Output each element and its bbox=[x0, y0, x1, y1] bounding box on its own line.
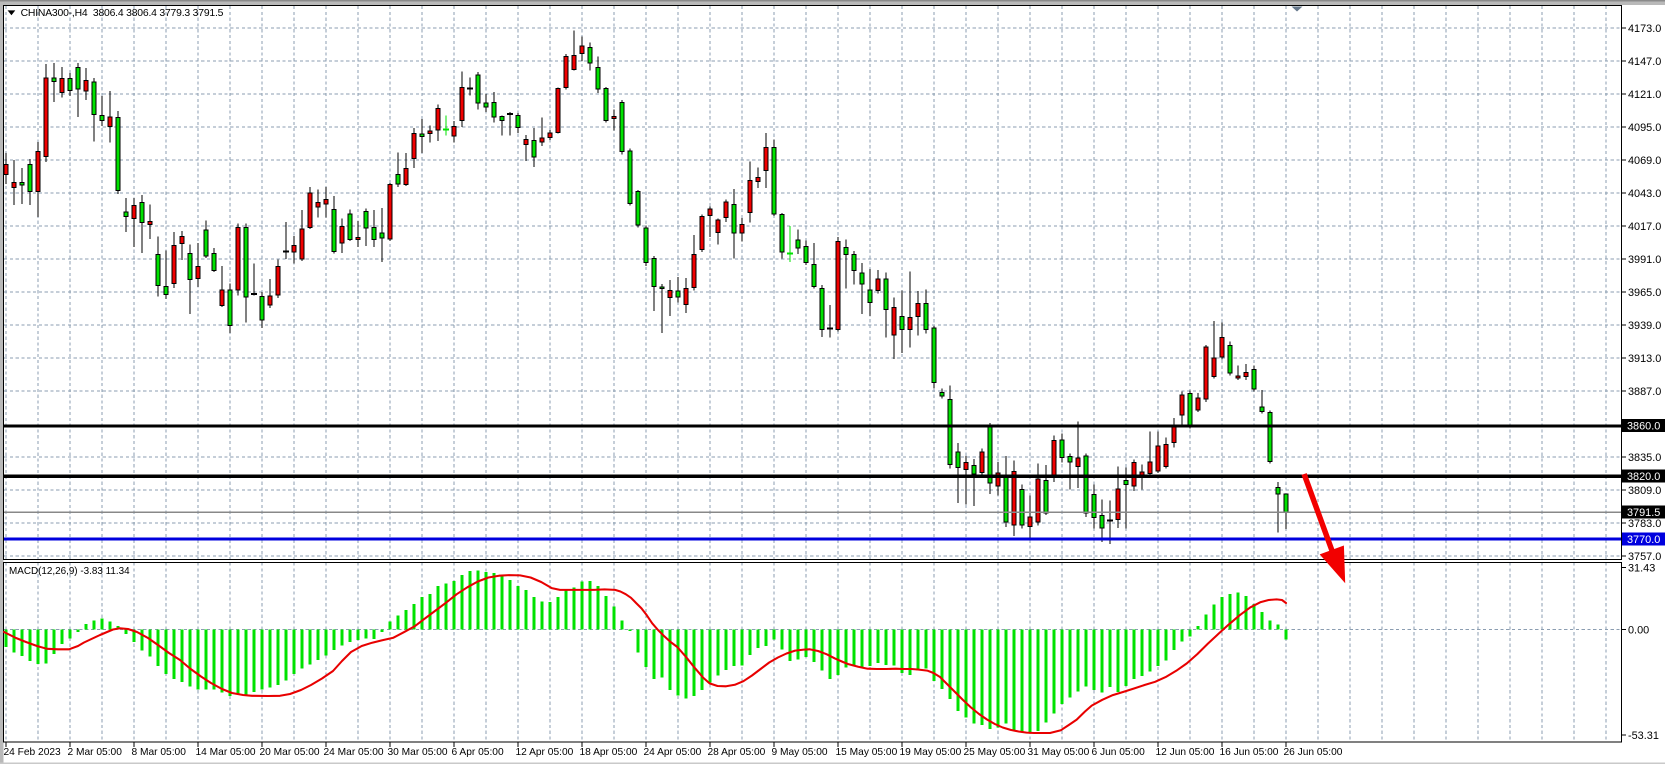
svg-text:3791.5: 3791.5 bbox=[1627, 507, 1660, 519]
svg-text:3991.0: 3991.0 bbox=[1628, 254, 1661, 266]
svg-text:14 Mar 05:00: 14 Mar 05:00 bbox=[196, 747, 256, 758]
svg-text:6 Apr 05:00: 6 Apr 05:00 bbox=[452, 747, 504, 758]
svg-text:15 May 05:00: 15 May 05:00 bbox=[836, 747, 898, 758]
svg-text:9 May 05:00: 9 May 05:00 bbox=[772, 747, 828, 758]
svg-text:19 May 05:00: 19 May 05:00 bbox=[900, 747, 962, 758]
svg-text:0.00: 0.00 bbox=[1628, 625, 1649, 637]
svg-text:24 Feb 2023: 24 Feb 2023 bbox=[4, 747, 62, 758]
svg-text:12 Apr 05:00: 12 Apr 05:00 bbox=[516, 747, 574, 758]
svg-text:3887.0: 3887.0 bbox=[1628, 386, 1661, 398]
svg-text:3820.0: 3820.0 bbox=[1627, 471, 1660, 483]
svg-text:4173.0: 4173.0 bbox=[1628, 23, 1661, 35]
svg-text:3809.0: 3809.0 bbox=[1628, 485, 1661, 497]
svg-text:18 Apr 05:00: 18 Apr 05:00 bbox=[580, 747, 638, 758]
svg-text:4121.0: 4121.0 bbox=[1628, 89, 1661, 101]
svg-text:3965.0: 3965.0 bbox=[1628, 287, 1661, 299]
svg-text:24 Apr 05:00: 24 Apr 05:00 bbox=[644, 747, 702, 758]
svg-text:6 Jun 05:00: 6 Jun 05:00 bbox=[1092, 747, 1146, 758]
svg-text:28 Apr 05:00: 28 Apr 05:00 bbox=[708, 747, 766, 758]
svg-text:4147.0: 4147.0 bbox=[1628, 56, 1661, 68]
svg-text:20 Mar 05:00: 20 Mar 05:00 bbox=[260, 747, 320, 758]
svg-text:25 May 05:00: 25 May 05:00 bbox=[964, 747, 1026, 758]
svg-text:4095.0: 4095.0 bbox=[1628, 122, 1661, 134]
svg-text:16 Jun 05:00: 16 Jun 05:00 bbox=[1220, 747, 1279, 758]
svg-text:3835.0: 3835.0 bbox=[1628, 452, 1661, 464]
svg-text:26 Jun 05:00: 26 Jun 05:00 bbox=[1284, 747, 1343, 758]
svg-text:12 Jun 05:00: 12 Jun 05:00 bbox=[1156, 747, 1215, 758]
svg-text:24 Mar 05:00: 24 Mar 05:00 bbox=[324, 747, 384, 758]
svg-text:3770.0: 3770.0 bbox=[1627, 534, 1660, 546]
svg-text:3757.0: 3757.0 bbox=[1628, 551, 1661, 563]
svg-text:3913.0: 3913.0 bbox=[1628, 353, 1661, 365]
svg-text:30 Mar 05:00: 30 Mar 05:00 bbox=[388, 747, 448, 758]
svg-text:2 Mar 05:00: 2 Mar 05:00 bbox=[68, 747, 123, 758]
svg-text:8 Mar 05:00: 8 Mar 05:00 bbox=[132, 747, 187, 758]
svg-text:4069.0: 4069.0 bbox=[1628, 155, 1661, 167]
svg-text:4043.0: 4043.0 bbox=[1628, 188, 1661, 200]
svg-text:CHINA300-,H4 3806.4 3806.4 37: CHINA300-,H4 3806.4 3806.4 3779.3 3791.5 bbox=[21, 8, 224, 19]
svg-text:3783.0: 3783.0 bbox=[1628, 518, 1661, 530]
svg-text:-53.31: -53.31 bbox=[1628, 730, 1659, 742]
svg-text:3860.0: 3860.0 bbox=[1627, 420, 1660, 432]
svg-text:31.43: 31.43 bbox=[1628, 562, 1655, 574]
svg-text:MACD(12,26,9) -3.83 11.34: MACD(12,26,9) -3.83 11.34 bbox=[9, 566, 130, 577]
svg-text:4017.0: 4017.0 bbox=[1628, 221, 1661, 233]
svg-text:31 May 05:00: 31 May 05:00 bbox=[1028, 747, 1090, 758]
svg-text:3939.0: 3939.0 bbox=[1628, 320, 1661, 332]
